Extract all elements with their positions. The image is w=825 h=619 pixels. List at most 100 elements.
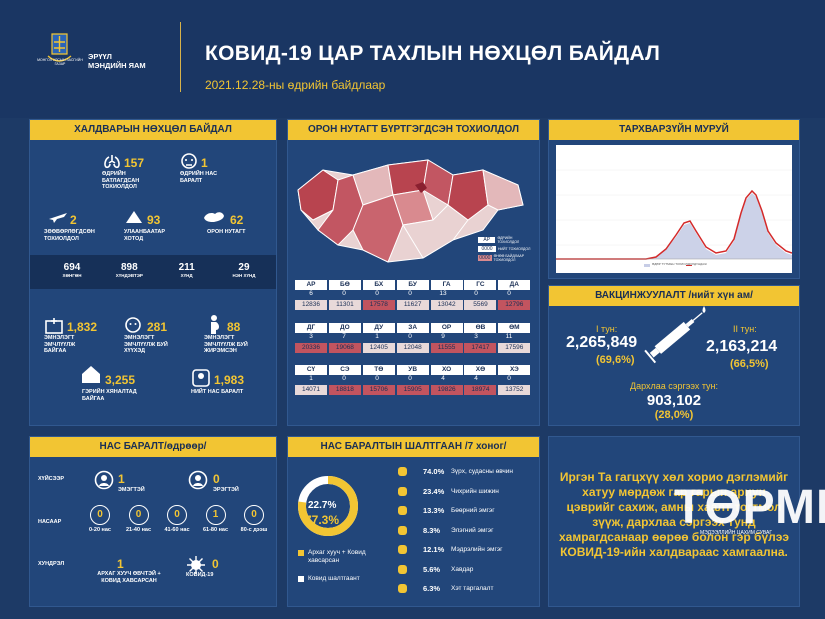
death-icon: [181, 153, 197, 169]
aimag-total: 18974: [464, 385, 497, 395]
aimag-daily: 4: [474, 375, 478, 382]
age-groups: 0 0-20 нас 0 21-40 нас 0 41-60 нас 1 61-80 н…: [84, 505, 270, 534]
age-group-2: 0 41-60 нас: [161, 505, 193, 534]
aimag-daily: 7: [342, 333, 346, 340]
aimag-total: 12796: [498, 300, 531, 310]
cause-item: 6.3% Хэт таргалалт: [398, 579, 538, 599]
aimag-code: ОР: [430, 323, 463, 333]
aimag-daily: 3: [474, 333, 478, 340]
aimag-daily: 9: [441, 333, 445, 340]
aimag-code: ӨМ: [498, 323, 531, 333]
aimag-daily: 11: [505, 333, 513, 340]
hospital-icon: [45, 318, 63, 334]
aimag-daily: 4: [441, 375, 445, 382]
aimag-daily: 0: [342, 290, 346, 297]
cause-name: Зүрх, судасны өвчин: [451, 468, 513, 476]
cause-percent: 23.4%: [423, 486, 445, 496]
aimag-total: 17596: [498, 343, 531, 353]
total-deaths-value: 1,983: [214, 373, 245, 387]
cause-name: Бөөрний эмгэг: [451, 507, 495, 515]
vaccine-heading: ВАКЦИНЖУУЛАЛТ /нийт хүн ам/: [549, 286, 799, 306]
aimag-daily: 0: [375, 290, 379, 297]
aimag-code: ДА: [498, 280, 531, 290]
legend-covid: Ковид шалтгаант: [308, 575, 360, 582]
aimag-code: ХЭ: [498, 365, 531, 375]
aimag-daily: 3: [309, 333, 313, 340]
dose2-label: II тун:: [733, 324, 757, 334]
severity-mild: 694 ХӨНГӨН: [62, 262, 82, 278]
organ-icon: [398, 506, 407, 516]
age-group-1: 0 21-40 нас: [123, 505, 155, 534]
cause-item: 13.3% Бөөрний эмгэг: [398, 501, 538, 521]
message-text: Иргэн Та гагцхүү хөл хорио дэглэмийг хат…: [558, 470, 790, 559]
aimag-code: СҮ: [295, 365, 327, 375]
aimag-daily: 0: [342, 375, 346, 382]
daily-confirmed-value: 157: [124, 156, 145, 170]
aimag-total: 5569: [464, 300, 497, 310]
aimag-daily: 13: [439, 290, 447, 297]
organ-icon: [398, 467, 407, 477]
mongolia-map: [297, 159, 524, 263]
booster-value: 903,102: [646, 392, 702, 409]
epidemic-curve-chart: [556, 145, 792, 273]
aimag-code: УВ: [396, 365, 429, 375]
aimag-total: 17417: [464, 343, 497, 353]
dose2-value: 2,163,214: [706, 338, 778, 355]
cause-covid-value: 0: [212, 557, 219, 571]
watermark-tagline: МЭДЭЭЛЛИЙН ЦАХИМ СУВАГ: [700, 530, 773, 536]
aimag-code: АР: [295, 280, 327, 290]
severity-list: 694 ХӨНГӨН 898 ХҮНДЭВТЭР 211 ХҮНД 29 НЭН ХҮН…: [48, 262, 268, 280]
aimag-daily: 0: [375, 375, 379, 382]
organ-icon: [398, 545, 407, 555]
aimag-total: 11555: [430, 343, 463, 353]
aimag-code: БӨ: [328, 280, 361, 290]
organ-icon: [398, 486, 407, 496]
trend-legend-average: ДУНДАЖ: [694, 262, 707, 266]
booster-label: Дархлаа сэргээх тун:: [629, 381, 719, 391]
report-date: 2021.12.28-ны өдрийн байдлаар: [205, 78, 386, 92]
imported-value: 2: [70, 213, 77, 227]
children-value: 281: [147, 320, 168, 334]
trend-legend-daily: ӨДӨР ТУТМЫН ТОХИОЛДОЛ: [652, 262, 694, 266]
home-value: 3,255: [105, 373, 136, 387]
aimag-daily: 1: [375, 333, 379, 340]
aimag-daily: 1: [309, 375, 313, 382]
severity-severe: 211 ХҮНД: [178, 262, 195, 278]
imported-label: ЗӨӨВӨРЛӨГДСӨН ТОХИОЛДОЛ: [44, 229, 95, 242]
donut-pct-covid: 22.7%: [308, 500, 337, 511]
cause-item: 12.1% Мэдрэлийн эмгэг: [398, 540, 538, 560]
aimag-row: АР БӨ БХ БУ ГА ГС ДА 6 0 0 0 13 0 0 12836 11301 17578 116…: [295, 280, 535, 310]
aimag-total: 15706: [362, 385, 395, 395]
aimag-total: 17578: [362, 300, 395, 310]
watermark-brand: ТӨРМН: [674, 481, 825, 534]
aimag-daily: 0: [474, 290, 478, 297]
dose2-percent: (66,5%): [730, 358, 769, 370]
home-icon: [82, 366, 100, 383]
aimag-code: БХ: [362, 280, 395, 290]
header-divider: [180, 22, 181, 92]
aimag-code: ДГ: [295, 323, 327, 333]
cause-covid-label: КОВИД-19: [186, 572, 214, 578]
aimag-code: ӨВ: [464, 323, 497, 333]
total-deaths-label: НИЙТ НАС БАРАЛТ: [191, 389, 244, 395]
cause-item: 23.4% Чихрийн шижин: [398, 482, 538, 502]
aimag-daily: 0: [507, 290, 511, 297]
female-icon: [94, 470, 114, 490]
female-deaths-value: 1: [118, 472, 125, 486]
aimag-row: СҮ СЭ ТӨ УВ ХО ХӨ ХЭ 1 0 0 0 4 4 0 14071 18818 15706 1590…: [295, 365, 535, 395]
aimag-code: ХӨ: [464, 365, 497, 375]
dose1-label: I тун:: [596, 324, 618, 334]
aimag-total: 12405: [362, 343, 395, 353]
daily-confirmed-label: ӨДРИЙН БАТЛАГДСАН ТОХИОЛДОЛ: [102, 171, 140, 190]
aimag-code: ЗА: [396, 323, 429, 333]
aimag-code: ГС: [464, 280, 497, 290]
virus-icon: [187, 556, 205, 574]
organ-icon: [398, 564, 407, 574]
aimag-total: 18818: [328, 385, 361, 395]
cause-comorbid-label: АРХАГ ХУУЧ ӨВЧТЭЙ + КОВИД ХАВСАРСАН: [97, 571, 161, 584]
pregnant-icon: [211, 315, 219, 334]
severity-strip: [30, 255, 276, 289]
infection-heading: ХАЛДВАРЫН НӨХЦӨЛ БАЙДАЛ: [30, 120, 276, 140]
aimag-code: ХО: [430, 365, 463, 375]
ub-value: 93: [147, 213, 161, 227]
